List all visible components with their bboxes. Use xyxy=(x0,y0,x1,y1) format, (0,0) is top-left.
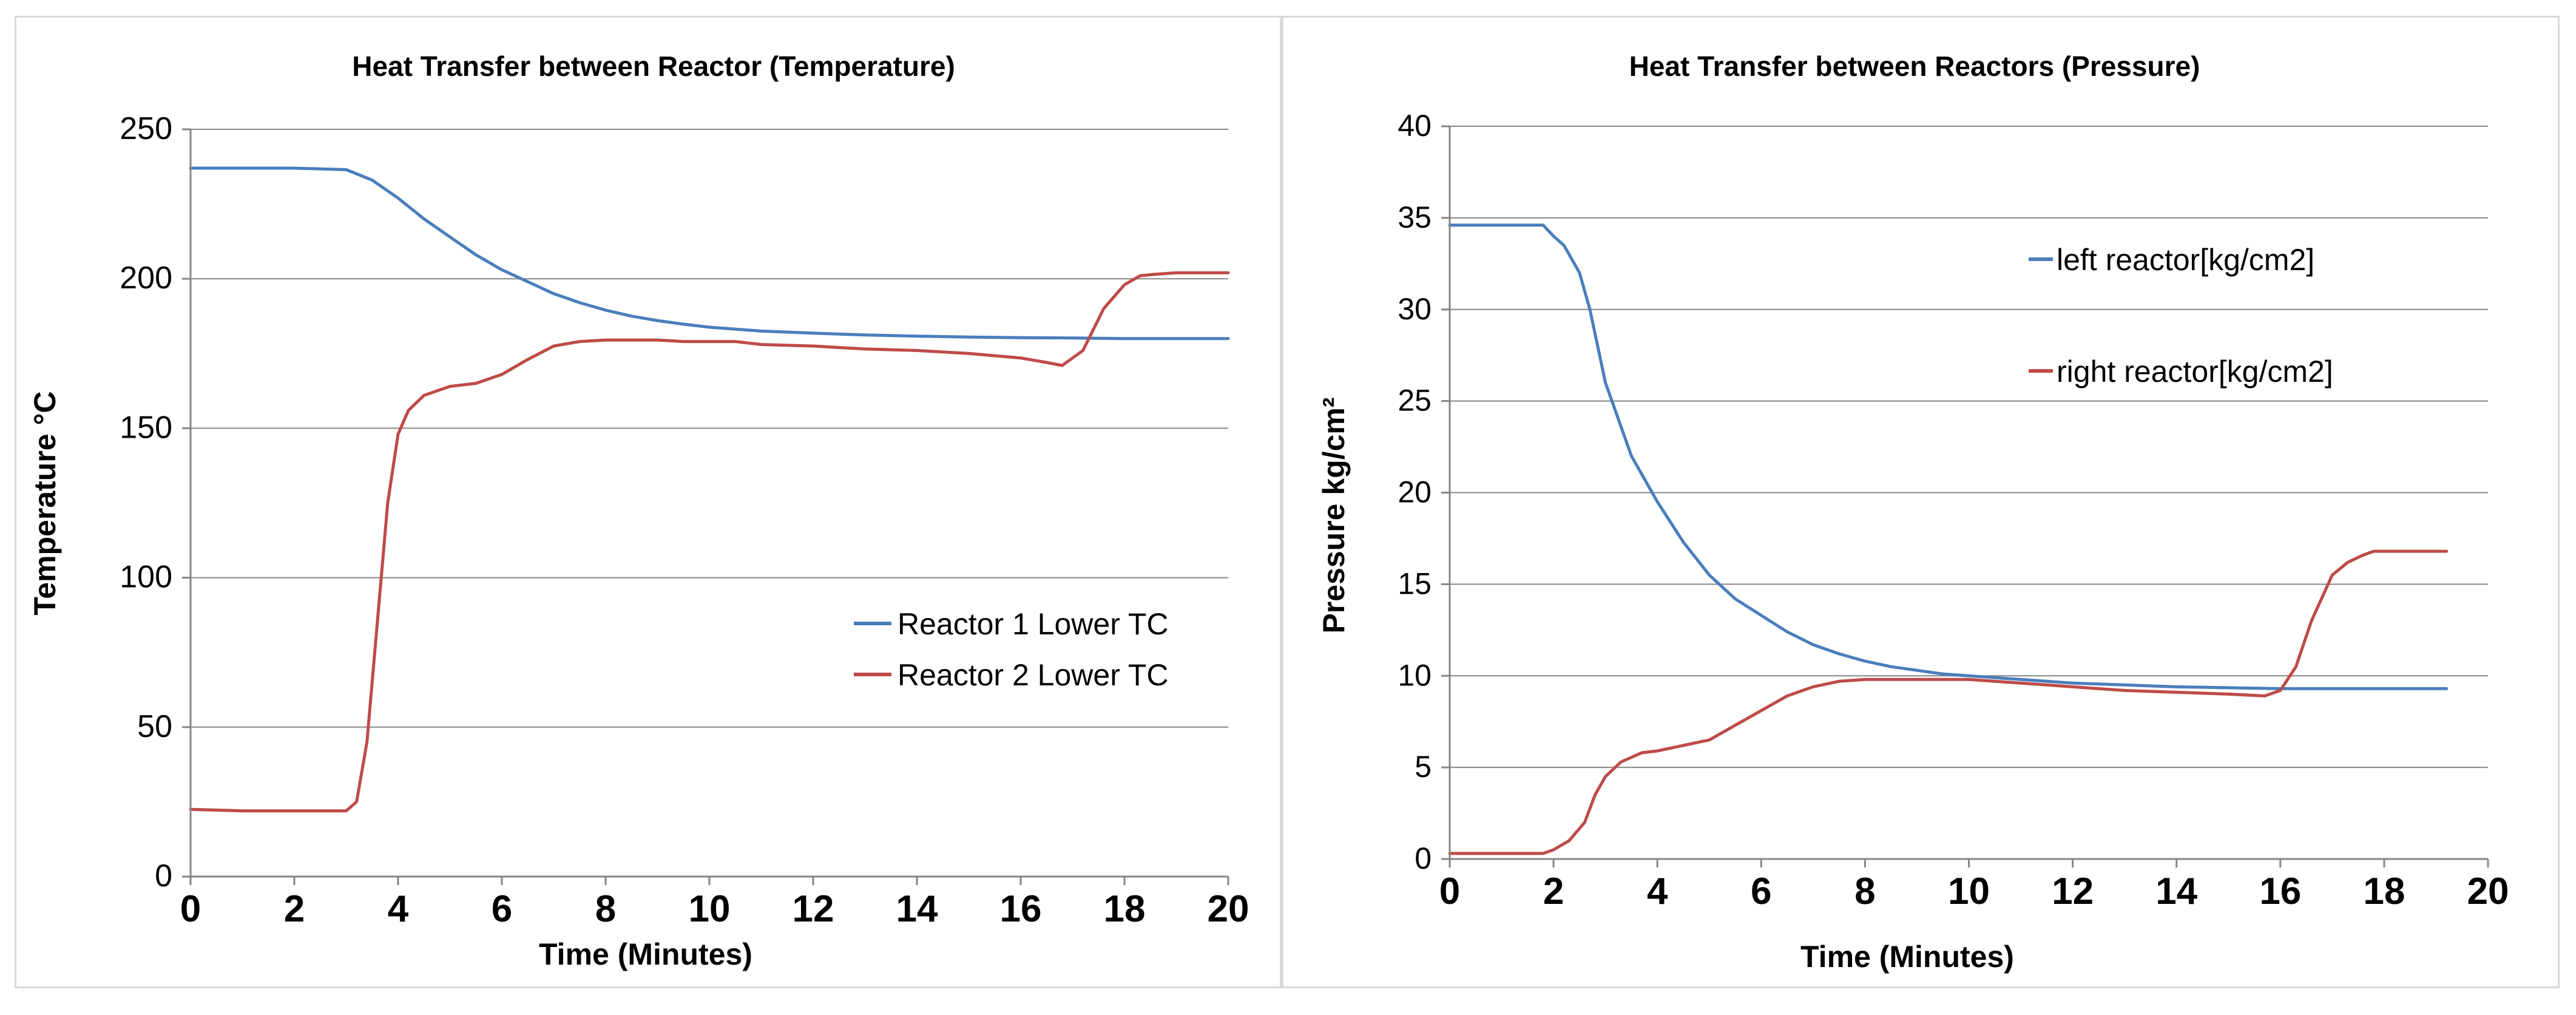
pressure-x-tick-label: 14 xyxy=(2155,871,2197,912)
temperature-x-tick-label: 14 xyxy=(896,888,938,930)
temperature-x-tick-label: 16 xyxy=(1000,888,1042,930)
pressure-x-tick-label: 20 xyxy=(2467,871,2509,912)
temperature-x-tick-label: 18 xyxy=(1104,888,1146,930)
temperature-x-ticks: 0 2 4 6 8 10 12 14 16 18 20 xyxy=(180,877,1249,930)
temperature-y-tick-label: 250 xyxy=(120,111,172,146)
pressure-y-tick-label: 20 xyxy=(1398,475,1432,509)
pressure-x-tick-label: 16 xyxy=(2259,871,2301,912)
temperature-x-tick-label: 2 xyxy=(284,888,305,930)
pressure-x-tick-label: 8 xyxy=(1854,871,1875,912)
pressure-x-ticks: 0 2 4 6 8 10 12 14 16 18 20 xyxy=(1439,859,2509,912)
pressure-x-tick-label: 10 xyxy=(1948,871,1990,912)
temperature-y-tick-label: 150 xyxy=(120,410,172,445)
temperature-y-tick-label: 200 xyxy=(120,260,172,296)
temperature-series xyxy=(189,166,1230,813)
legend-label-right-reactor: right reactor[kg/cm2] xyxy=(2057,355,2333,389)
temperature-legend: Reactor 1 Lower TC Reactor 2 Lower TC xyxy=(854,607,1168,692)
temperature-x-tick-label: 12 xyxy=(793,888,834,930)
pressure-chart-title: Heat Transfer between Reactors (Pressure… xyxy=(1629,50,2200,82)
pressure-x-tick-label: 2 xyxy=(1543,871,1564,912)
temperature-grid xyxy=(191,129,1228,728)
pressure-x-tick-label: 4 xyxy=(1647,871,1668,912)
temperature-x-tick-label: 20 xyxy=(1208,888,1249,930)
temperature-x-tick-label: 6 xyxy=(492,888,512,930)
temperature-y-ticks: 0 50 100 150 200 250 xyxy=(120,111,191,894)
pressure-x-tick-label: 0 xyxy=(1439,871,1460,912)
temperature-x-tick-label: 8 xyxy=(595,888,616,930)
temperature-y-axis-title: Temperature °C xyxy=(28,391,62,615)
temperature-x-axis-title: Time (Minutes) xyxy=(539,937,752,971)
pressure-x-tick-label: 12 xyxy=(2052,871,2094,912)
temperature-y-tick-label: 0 xyxy=(155,858,172,894)
pressure-y-tick-label: 0 xyxy=(1415,841,1432,875)
temperature-chart-title: Heat Transfer between Reactor (Temperatu… xyxy=(352,50,955,82)
pressure-y-ticks: 0 5 10 15 20 25 30 35 40 xyxy=(1398,109,1450,875)
temperature-y-tick-label: 50 xyxy=(137,709,172,744)
legend-label-left-reactor: left reactor[kg/cm2] xyxy=(2057,243,2314,277)
pressure-y-tick-label: 30 xyxy=(1398,292,1432,326)
temperature-series-line-1 xyxy=(189,166,1230,341)
pressure-y-tick-label: 10 xyxy=(1398,658,1432,692)
legend-label-reactor-2: Reactor 2 Lower TC xyxy=(898,658,1168,692)
pressure-y-tick-label: 40 xyxy=(1398,109,1432,143)
pressure-y-tick-label: 25 xyxy=(1398,384,1432,418)
temperature-x-tick-label: 4 xyxy=(388,888,409,930)
temperature-x-tick-label: 0 xyxy=(180,888,201,930)
temperature-series-line-2 xyxy=(189,271,1230,813)
pressure-series-line-2 xyxy=(1448,549,2449,855)
temperature-y-tick-label: 100 xyxy=(120,560,172,595)
pressure-grid xyxy=(1450,126,2488,769)
legend-label-reactor-1: Reactor 1 Lower TC xyxy=(898,607,1168,641)
pressure-x-tick-label: 18 xyxy=(2363,871,2405,912)
pressure-y-tick-label: 15 xyxy=(1398,566,1432,600)
pressure-series-line-1 xyxy=(1448,223,2449,690)
pressure-x-tick-label: 6 xyxy=(1751,871,1771,912)
pressure-x-axis-title: Time (Minutes) xyxy=(1800,940,2014,974)
pressure-chart-panel: 0 5 10 15 20 25 30 35 40 0 2 4 6 8 10 12 14 16 18 20 Heat … xyxy=(1282,16,2560,988)
temperature-chart-panel: 0 50 100 150 200 250 0 2 4 6 8 10 12 14 16 18 20 Heat T… xyxy=(15,16,1282,988)
pressure-chart: 0 5 10 15 20 25 30 35 40 0 2 4 6 8 10 12 14 16 18 20 Heat … xyxy=(1317,50,2509,974)
pressure-y-tick-label: 35 xyxy=(1398,200,1432,234)
pressure-y-axis-title: Pressure kg/cm² xyxy=(1317,397,1351,633)
temperature-chart: 0 50 100 150 200 250 0 2 4 6 8 10 12 14 16 18 20 Heat T… xyxy=(28,50,1249,971)
pressure-series xyxy=(1448,223,2449,855)
pressure-y-tick-label: 5 xyxy=(1415,750,1432,784)
temperature-x-tick-label: 10 xyxy=(689,888,731,930)
pressure-legend: left reactor[kg/cm2] right reactor[kg/cm… xyxy=(2029,243,2333,389)
